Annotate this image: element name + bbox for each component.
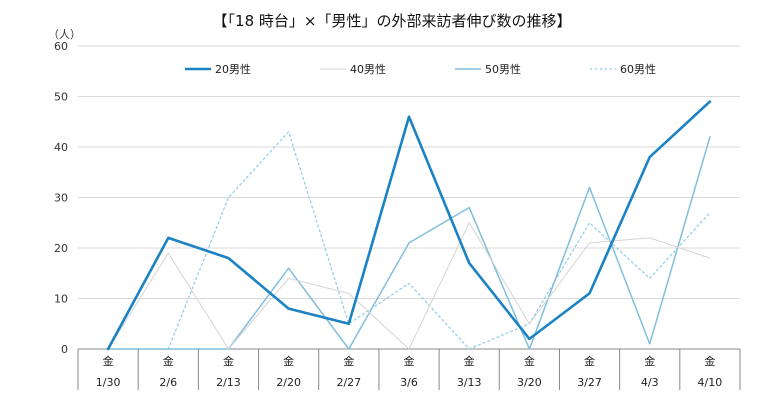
x-weekday-label: 金 (223, 354, 234, 368)
chart-title: 【「18 時台」×「男性」の外部来訪者伸び数の推移】 (213, 12, 572, 30)
y-tick-label: 30 (54, 192, 68, 205)
y-tick-label: 40 (54, 141, 68, 154)
legend-label: 20男性 (215, 62, 251, 76)
y-tick-label: 10 (54, 293, 68, 306)
x-tick-label: 1/30 (96, 376, 121, 389)
x-weekday-label: 金 (524, 354, 535, 368)
x-tick-label: 2/6 (159, 376, 177, 389)
x-weekday-label: 金 (163, 354, 174, 368)
x-tick-label: 4/10 (698, 376, 723, 389)
x-tick-label: 4/3 (641, 376, 659, 389)
x-weekday-label: 金 (464, 354, 475, 368)
y-tick-label: 0 (61, 343, 68, 356)
x-weekday-label: 金 (404, 354, 415, 368)
y-axis-unit: （人） (48, 28, 81, 41)
legend-label: 60男性 (620, 62, 656, 76)
legend-label: 50男性 (485, 62, 521, 76)
x-tick-label: 2/13 (216, 376, 241, 389)
x-weekday-label: 金 (644, 354, 655, 368)
x-tick-label: 2/27 (336, 376, 361, 389)
x-tick-label: 2/20 (276, 376, 301, 389)
y-tick-label: 60 (54, 40, 68, 53)
series-line-20男性 (106, 100, 712, 351)
x-weekday-label: 金 (704, 354, 715, 368)
x-tick-label: 3/27 (577, 376, 602, 389)
x-weekday-label: 金 (283, 354, 294, 368)
x-tick-label: 3/20 (517, 376, 542, 389)
x-weekday-label: 金 (584, 354, 595, 368)
legend-label: 40男性 (350, 62, 386, 76)
x-weekday-label: 金 (103, 354, 114, 368)
y-tick-label: 50 (54, 91, 68, 104)
series-line-40男性 (107, 222, 711, 350)
x-tick-label: 3/13 (457, 376, 482, 389)
x-tick-label: 3/6 (400, 376, 418, 389)
series-line-50男性 (107, 136, 711, 350)
y-tick-label: 20 (54, 242, 68, 255)
x-weekday-label: 金 (343, 354, 354, 368)
